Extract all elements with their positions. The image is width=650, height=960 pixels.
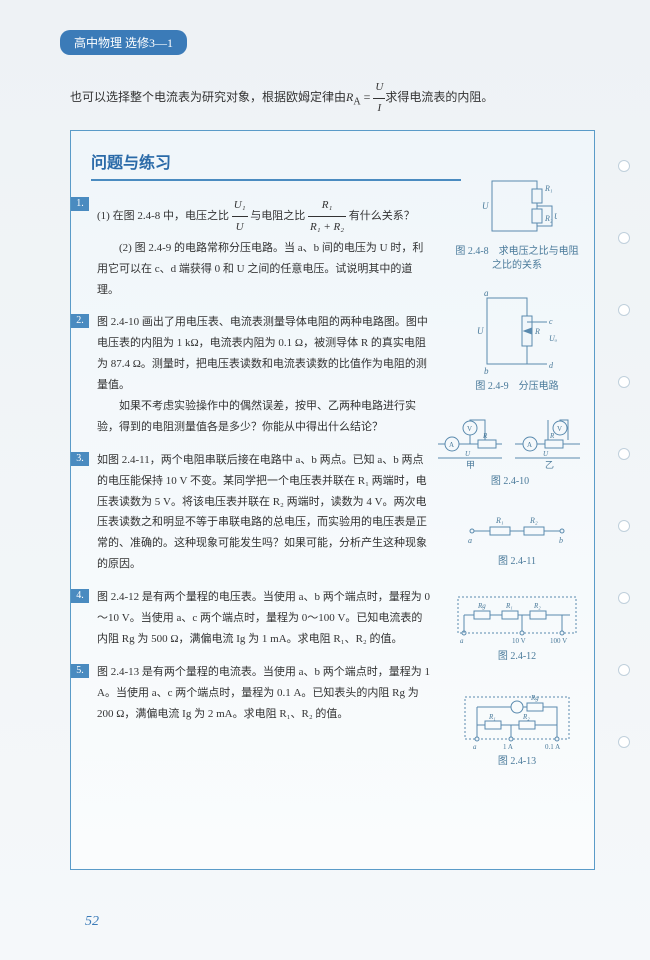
figure-2-4-12: Rg R₁ R₂ a 10 V 100 V 图 2.4-12 [452, 591, 582, 664]
svg-text:甲: 甲 [466, 460, 475, 470]
svg-text:U: U [477, 326, 484, 336]
circuit-diagram-icon: Rg R₁ R₂ a 10 V 100 V [452, 591, 582, 646]
circuit-diagram-icon: a U b R c Uᵤ d [472, 286, 562, 376]
figure-2-4-11: R₁ R₂ a b 图 2.4-11 [452, 511, 582, 569]
problem-text: 如图 2.4-11，两个电阻串联后接在电路中 a、b 两点。已知 a、b 两点的… [97, 450, 432, 575]
svg-text:R: R [482, 432, 488, 440]
svg-text:1 A: 1 A [503, 743, 513, 751]
problem-number: 1. [71, 197, 89, 211]
circuit-diagram-icon: U R₁ R₂ U₁ [477, 171, 557, 241]
section-title: 问题与练习 [91, 149, 574, 173]
svg-text:10 V: 10 V [512, 637, 526, 645]
svg-text:b: b [559, 536, 563, 545]
figure-2-4-13: Rg R₁ R₂ a 1 A 0.1 A 图 2.4-13 [452, 691, 582, 769]
hole-icon [618, 520, 630, 532]
problem-text: (1) 在图 2.4-8 中，电压之比 U₁U 与电阻之比 R₁R₁ + R₂ … [97, 195, 432, 300]
svg-text:b: b [484, 366, 489, 376]
svg-text:V: V [557, 425, 562, 433]
svg-text:a: a [484, 288, 489, 298]
hole-icon [618, 376, 630, 388]
svg-text:R₁: R₁ [544, 184, 553, 193]
hole-icon [618, 232, 630, 244]
svg-text:乙: 乙 [545, 460, 554, 470]
svg-text:R₂: R₂ [544, 214, 553, 223]
hole-icon [618, 592, 630, 604]
svg-text:A: A [527, 441, 532, 449]
svg-text:Rg: Rg [477, 602, 486, 610]
problem-number: 2. [71, 314, 89, 328]
binding-holes [618, 160, 630, 808]
figure-2-4-8: U R₁ R₂ U₁ 图 2.4-8 求电压之比与电阻之比的关系 [452, 171, 582, 273]
circuit-diagram-icon: A V R U A V R U 甲 乙 [430, 416, 590, 471]
figure-caption: 图 2.4-13 [452, 755, 582, 769]
svg-text:R: R [549, 432, 555, 440]
svg-text:U: U [482, 201, 489, 211]
problem-number: 4. [71, 589, 89, 603]
intro-text: 也可以选择整个电流表为研究对象，根据欧姆定律由RA = UI求得电流表的内阻。 [70, 78, 600, 119]
figure-caption: 图 2.4-12 [452, 650, 582, 664]
circuit-diagram-icon: R₁ R₂ a b [462, 511, 572, 551]
problem-text: 图 2.4-13 是有两个量程的电流表。当使用 a、b 两个端点时，量程为 1 … [97, 662, 432, 725]
svg-text:Rg: Rg [530, 694, 539, 702]
svg-text:Uᵤ: Uᵤ [549, 334, 557, 343]
svg-text:c: c [549, 317, 553, 326]
figure-2-4-9: a U b R c Uᵤ d 图 2.4-9 分压电路 [452, 286, 582, 394]
problem-number: 3. [71, 452, 89, 466]
hole-icon [618, 448, 630, 460]
svg-text:a: a [468, 536, 472, 545]
svg-text:R₂: R₂ [533, 602, 541, 610]
svg-text:R₁: R₁ [505, 602, 513, 610]
svg-text:R₁: R₁ [495, 516, 504, 525]
svg-text:R₂: R₂ [522, 713, 530, 721]
circuit-diagram-icon: Rg R₁ R₂ a 1 A 0.1 A [457, 691, 577, 751]
problem-text: 图 2.4-12 是有两个量程的电压表。当使用 a、b 两个端点时，量程为 0～… [97, 587, 432, 650]
hole-icon [618, 736, 630, 748]
header-subject: 高中物理 [74, 36, 122, 50]
svg-text:a: a [473, 743, 477, 751]
exercise-box: 问题与练习 1. (1) 在图 2.4-8 中，电压之比 U₁U 与电阻之比 R… [70, 130, 595, 870]
figure-caption: 图 2.4-11 [452, 555, 582, 569]
svg-text:100 V: 100 V [550, 637, 567, 645]
svg-text:d: d [549, 361, 554, 370]
title-underline [91, 179, 461, 181]
svg-text:R: R [534, 327, 540, 336]
svg-text:R₂: R₂ [529, 516, 538, 525]
svg-text:A: A [449, 441, 454, 449]
figure-2-4-10: A V R U A V R U 甲 乙 图 2.4-10 [430, 416, 590, 489]
hole-icon [618, 304, 630, 316]
header-tab: 高中物理 选修3—1 [60, 30, 187, 55]
svg-text:V: V [467, 425, 472, 433]
svg-text:U: U [465, 450, 471, 458]
header-volume: 选修3—1 [125, 36, 173, 50]
figure-caption: 图 2.4-8 求电压之比与电阻之比的关系 [452, 245, 582, 273]
page-number: 52 [85, 914, 99, 930]
svg-text:0.1 A: 0.1 A [545, 743, 560, 751]
figure-caption: 图 2.4-10 [430, 475, 590, 489]
problem-number: 5. [71, 664, 89, 678]
svg-text:U₁: U₁ [554, 212, 557, 221]
problem-text: 图 2.4-10 画出了用电压表、电流表测量导体电阻的两种电路图。图中电压表的内… [97, 312, 432, 437]
svg-text:a: a [460, 637, 464, 645]
hole-icon [618, 664, 630, 676]
figure-caption: 图 2.4-9 分压电路 [452, 380, 582, 394]
svg-text:U: U [543, 450, 549, 458]
svg-text:R₁: R₁ [488, 713, 496, 721]
hole-icon [618, 160, 630, 172]
